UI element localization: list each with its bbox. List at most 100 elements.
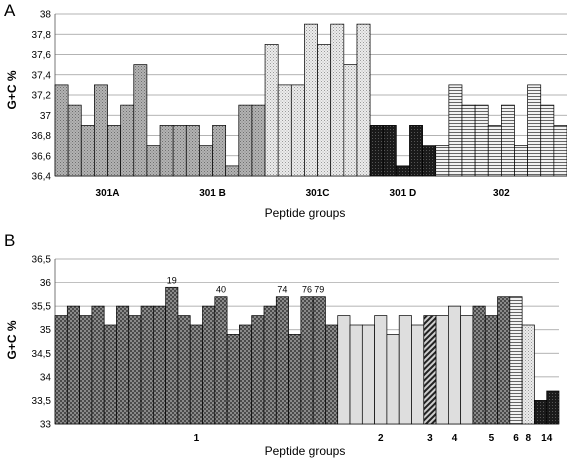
bar [214,296,228,425]
bar [423,315,437,425]
bar [146,145,161,177]
y-tick-label: 37,2 [32,91,52,102]
panel-b-bar-annotations: 19 40 74 76 79 [167,275,325,294]
y-tick-label: 36,6 [32,151,52,162]
bar [435,145,450,177]
bar [472,305,486,425]
bar [343,64,358,177]
bar [133,64,148,177]
y-tick-label: 36 [40,278,52,289]
bar [386,334,400,425]
y-tick-label: 38 [40,10,52,21]
y-tick-label: 36,5 [32,255,52,266]
bar [94,84,108,177]
bar [239,324,253,425]
group-label: 6 [513,433,519,444]
group-label: 302 [493,188,510,199]
bar [290,84,305,177]
bar [152,305,166,425]
bar [189,324,203,425]
bar [411,324,425,425]
bar [484,315,498,425]
bar [497,296,511,425]
bar [337,315,351,425]
group-label: 2 [378,433,384,444]
bar [461,104,476,177]
y-tick-label: 37,8 [32,30,52,41]
bar [202,305,216,425]
bar [288,334,302,425]
panel-b-group-labels: 1 2 3 4 5 6 8 14 [194,433,553,444]
bar [263,305,277,425]
bar-annotation: 40 [216,285,226,295]
y-tick-label: 33,5 [32,396,52,407]
y-tick-label: 35 [40,325,52,336]
y-tick-label: 35,5 [32,302,52,313]
bar [238,104,253,177]
panel-a-bars [54,23,567,177]
bar [312,296,326,425]
bar [251,315,265,425]
bar [534,400,548,425]
bar [398,315,412,425]
bar [159,125,174,177]
panel-a-y-axis-label: G+C % [5,70,19,109]
bar [435,315,449,425]
panel-label-a: A [4,1,16,20]
group-label: 8 [525,433,531,444]
bar [225,165,240,177]
bar [107,125,121,177]
bar-annotation: 74 [277,285,287,295]
bar [185,125,200,177]
bar [317,44,332,177]
bar [54,315,68,425]
y-tick-label: 34 [40,372,52,383]
bar [349,324,363,425]
group-label: 301 D [390,188,417,199]
bar [325,324,339,425]
bar [356,23,371,177]
y-tick-label: 37,4 [32,70,52,81]
bar [521,324,535,425]
bar-annotation: 19 [167,275,177,285]
bar [304,23,318,177]
panel-a-group-labels: 301A 301 B 301C 301 D 302 [96,188,511,199]
bar [487,125,502,177]
y-tick-label: 36,8 [32,131,52,142]
bar [395,165,410,177]
panel-b-y-ticks: 33 33,5 34 34,5 35 35,5 36 36,5 [32,255,52,431]
bar [277,84,292,177]
bar [120,104,135,177]
bar [54,84,69,177]
bar [80,125,95,177]
bar [264,44,279,177]
panel-label-b: B [4,231,15,250]
group-label: 301 B [199,188,226,199]
bar [374,315,388,425]
group-label: 5 [489,433,495,444]
bar [527,84,542,177]
panel-a-x-axis-label: Peptide groups [265,206,346,220]
bar [474,104,489,177]
bar [66,305,80,425]
y-tick-label: 36,4 [32,172,52,183]
group-label: 3 [427,433,433,444]
bar [553,125,567,177]
bar [177,315,191,425]
group-label: 4 [452,433,458,444]
group-label: 1 [194,433,200,444]
bar [460,315,474,425]
bar [103,324,117,425]
y-tick-label: 33 [40,420,52,431]
bar [501,104,515,177]
bar [140,305,154,425]
y-tick-label: 34,5 [32,349,52,360]
bar [128,315,142,425]
bar [422,145,437,177]
y-tick-label: 37 [40,111,52,122]
group-label: 301C [306,188,330,199]
bar [509,296,523,425]
bar [361,324,375,425]
panel-b-x-axis-label: Peptide groups [265,444,346,458]
